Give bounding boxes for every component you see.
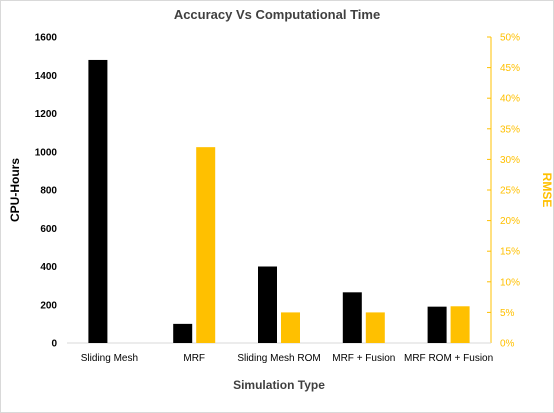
y-right-tick-label: 5% bbox=[500, 308, 515, 319]
x-category-label: MRF ROM + Fusion bbox=[404, 353, 493, 364]
y-tick-label: 200 bbox=[40, 300, 57, 311]
y-tick-label: 0 bbox=[51, 339, 57, 350]
category-labels: Sliding Mesh MRF Sliding Mesh ROM MRF + Fus… bbox=[81, 353, 493, 364]
x-category-label: MRF + Fusion bbox=[332, 353, 395, 364]
y-right-tick-label: 15% bbox=[500, 247, 520, 258]
bar-rmse bbox=[365, 312, 385, 343]
y-axis-title: CPU-Hours bbox=[8, 158, 22, 222]
y-tick-label: 1400 bbox=[35, 71, 58, 82]
left-axis-ticks: 0 200 400 600 800 1000 1200 1400 1600 bbox=[35, 33, 58, 350]
y-tick-label: 400 bbox=[40, 262, 57, 273]
y-right-tick-label: 40% bbox=[500, 94, 520, 105]
y-right-tick-label: 10% bbox=[500, 277, 520, 288]
y-axis-right-title: RMSE bbox=[540, 173, 553, 208]
bar-cpu-hours bbox=[173, 323, 193, 343]
bar-cpu-hours bbox=[258, 266, 277, 343]
x-axis-title: Simulation Type bbox=[233, 378, 325, 392]
x-category-label: Sliding Mesh ROM bbox=[237, 353, 320, 364]
right-axis bbox=[487, 36, 492, 344]
bar-rmse bbox=[281, 312, 300, 343]
x-category-label: Sliding Mesh bbox=[81, 353, 138, 364]
y-right-tick-label: 50% bbox=[500, 33, 520, 44]
x-category-label: MRF bbox=[183, 353, 205, 364]
bar-cpu-hours bbox=[88, 59, 108, 343]
y-right-tick-label: 30% bbox=[500, 155, 520, 166]
y-tick-label: 600 bbox=[40, 224, 57, 235]
bar-cpu-hours bbox=[342, 292, 362, 343]
bars-group bbox=[88, 59, 470, 343]
y-right-tick-label: 20% bbox=[500, 216, 520, 227]
y-tick-label: 1600 bbox=[35, 33, 58, 44]
chart-title: Accuracy Vs Computational Time bbox=[174, 7, 380, 22]
y-tick-label: 800 bbox=[40, 186, 57, 197]
bar-cpu-hours bbox=[427, 306, 447, 343]
bar-rmse bbox=[196, 147, 216, 343]
y-right-tick-label: 25% bbox=[500, 186, 520, 197]
y-right-tick-label: 45% bbox=[500, 63, 520, 74]
y-tick-label: 1200 bbox=[35, 109, 58, 120]
right-axis-ticks: 0% 5% 10% 15% 20% 25% 30% 35% 40% 45% 50% bbox=[500, 33, 520, 350]
bar-rmse bbox=[450, 306, 470, 343]
y-tick-label: 1000 bbox=[35, 147, 58, 158]
y-right-tick-label: 35% bbox=[500, 124, 520, 135]
y-right-tick-label: 0% bbox=[500, 339, 515, 350]
